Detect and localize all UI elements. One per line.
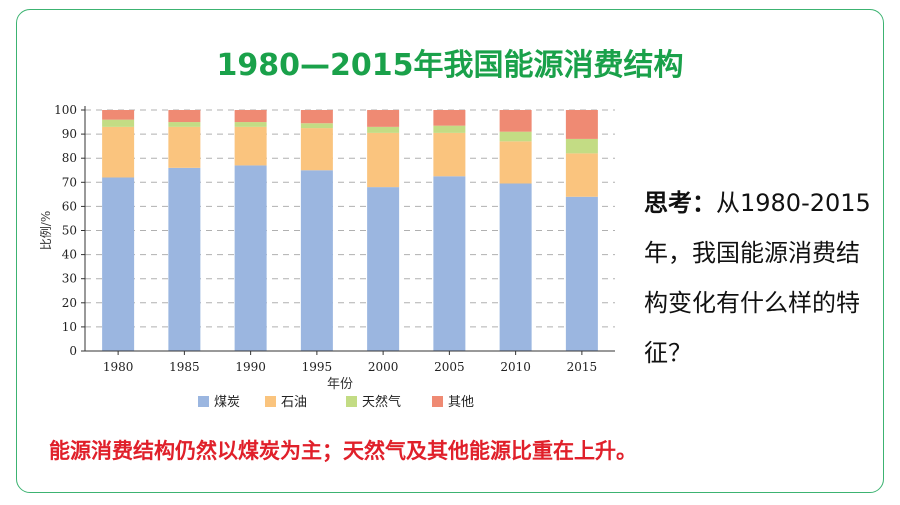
bar-segment xyxy=(168,126,201,168)
x-tick-label: 2005 xyxy=(434,360,465,374)
x-tick-label: 1995 xyxy=(302,360,333,374)
bar-segment xyxy=(499,110,532,132)
bar-segment xyxy=(234,165,267,351)
y-tick-label: 0 xyxy=(69,344,77,358)
stacked-bar-chart: 0 10 20 30 40 50 60 70 80 90 100 1980 1985 1990 1995 2… xyxy=(40,103,615,410)
bar-segment xyxy=(499,141,532,184)
bar-segment xyxy=(168,110,201,123)
bar-segment xyxy=(168,167,201,351)
bar-segment xyxy=(565,110,598,139)
conclusion-text: 能源消费结构仍然以煤炭为主；天然气及其他能源比重在上升。 xyxy=(49,439,637,463)
y-tick-label: 30 xyxy=(62,272,77,286)
think-text: 从1980-2015年，我国能源消费结构变化有什么样的特征？ xyxy=(644,189,871,367)
y-tick-label: 90 xyxy=(62,127,77,141)
bar-segment xyxy=(300,170,333,351)
bar-segment xyxy=(102,110,135,120)
grid-lines xyxy=(85,109,615,328)
bar-segment xyxy=(102,126,135,178)
bar-segment xyxy=(565,196,598,351)
legend-label: 煤炭 xyxy=(214,395,240,410)
y-tick-label: 80 xyxy=(62,151,77,165)
bar-segment xyxy=(300,128,333,171)
bar-segment xyxy=(433,125,466,133)
bar-segment xyxy=(367,126,400,133)
bar-segment xyxy=(300,123,333,129)
x-tick-label: 2000 xyxy=(368,360,399,374)
bar-segment xyxy=(499,183,532,351)
think-label: 思考： xyxy=(644,189,716,217)
y-tick-labels: 0 10 20 30 40 50 60 70 80 90 100 xyxy=(54,103,77,358)
think-question: 思考：从1980-2015年，我国能源消费结构变化有什么样的特征？ xyxy=(644,178,882,378)
x-tick-label: 2010 xyxy=(500,360,531,374)
legend-label: 其他 xyxy=(448,395,474,410)
y-tick-label: 40 xyxy=(62,248,77,262)
bar-segment xyxy=(433,176,466,351)
legend-label: 石油 xyxy=(281,395,307,410)
bar-segment xyxy=(367,187,400,351)
y-tick-label: 50 xyxy=(62,224,77,238)
bars xyxy=(102,110,598,351)
x-tick-label: 1990 xyxy=(235,360,266,374)
bar-segment xyxy=(168,122,201,127)
y-tick-label: 60 xyxy=(62,199,77,213)
y-axis-label: 比例/% xyxy=(40,211,53,250)
x-axis-label: 年份 xyxy=(327,377,353,392)
legend-swatch xyxy=(198,396,209,407)
bar-segment xyxy=(234,122,267,127)
bar-segment xyxy=(499,131,532,142)
y-tick-label: 100 xyxy=(54,103,77,117)
x-tick-label: 2015 xyxy=(567,360,598,374)
bar-segment xyxy=(367,132,400,188)
bar-segment xyxy=(565,153,598,197)
page-title: 1980—2015年我国能源消费结构 xyxy=(216,48,684,83)
bar-segment xyxy=(102,177,135,351)
bar-segment xyxy=(234,126,267,166)
legend-swatch xyxy=(346,396,357,407)
bar-segment xyxy=(433,110,466,126)
bar-segment xyxy=(102,119,135,127)
y-tick-label: 10 xyxy=(62,320,77,334)
y-tick-label: 20 xyxy=(62,296,77,310)
bar-segment xyxy=(367,110,400,127)
axes xyxy=(81,106,615,355)
bar-segment xyxy=(234,110,267,123)
x-tick-labels: 1980 1985 1990 1995 2000 2005 2010 2015 xyxy=(103,360,597,374)
bar-segment xyxy=(433,132,466,177)
bar-segment xyxy=(300,110,333,124)
legend-label: 天然气 xyxy=(362,394,401,410)
x-tick-label: 1980 xyxy=(103,360,134,374)
legend-swatch xyxy=(265,396,276,407)
bar-segment xyxy=(565,138,598,154)
legend-swatch xyxy=(432,396,443,407)
y-tick-label: 70 xyxy=(62,175,77,189)
x-tick-label: 1985 xyxy=(169,360,200,374)
legend: 煤炭 石油 天然气 其他 xyxy=(198,394,474,410)
